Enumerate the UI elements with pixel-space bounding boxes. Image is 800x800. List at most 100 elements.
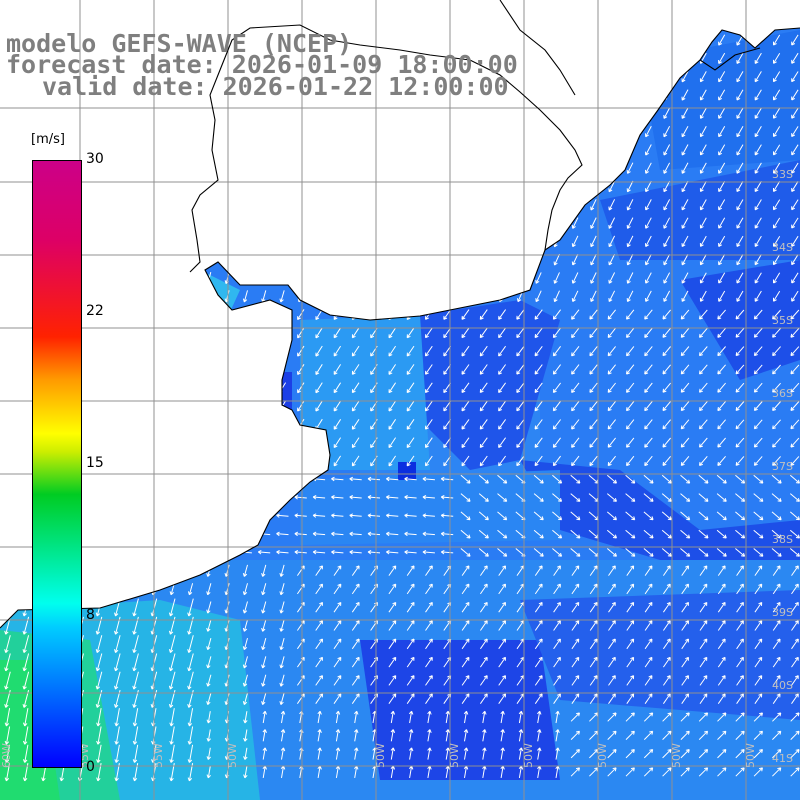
wind-arrow — [370, 162, 377, 175]
wind-arrow — [242, 143, 248, 156]
wind-arrow — [608, 290, 616, 303]
wind-arrow — [644, 601, 653, 613]
wind-arrow — [589, 327, 598, 338]
wind-arrow — [626, 693, 635, 704]
wind-arrow — [132, 455, 140, 467]
wind-arrow — [461, 455, 470, 467]
wind-arrow — [498, 437, 507, 448]
wind-arrow — [205, 345, 213, 357]
wind-arrow — [206, 107, 212, 120]
wind-arrow — [279, 143, 285, 156]
wind-arrow — [716, 511, 727, 521]
wind-arrow — [643, 712, 654, 722]
wind-arrow — [553, 638, 561, 650]
forecast-date: forecast date: 2026-01-09 18:00:00 — [6, 50, 518, 79]
wind-arrow — [645, 125, 652, 138]
wind-arrow — [517, 272, 524, 284]
wind-arrow — [661, 474, 672, 484]
wind-arrow — [1, 549, 15, 555]
wind-arrow — [753, 511, 764, 521]
wind-arrow — [407, 107, 414, 120]
wind-arrow — [736, 656, 744, 668]
wind-arrow — [626, 620, 635, 631]
wind-arrow — [772, 693, 781, 704]
wind-arrow — [462, 290, 469, 303]
wind-arrow — [206, 217, 212, 230]
wind-arrow — [260, 345, 268, 357]
wind-arrow — [276, 476, 289, 482]
wind-arrow — [187, 598, 194, 617]
wind-arrow — [23, 107, 28, 120]
wind-arrow — [717, 675, 726, 686]
wind-arrow — [498, 107, 505, 120]
wind-arrow — [662, 601, 671, 613]
wind-arrow — [772, 419, 781, 430]
wind-arrow — [662, 638, 671, 650]
wind-arrow — [351, 675, 360, 686]
wind-arrow — [552, 511, 563, 521]
wind-arrow — [518, 765, 524, 778]
wind-arrow — [440, 531, 454, 537]
wind-arrow — [717, 620, 726, 631]
wind-arrow — [699, 34, 707, 46]
wind-arrow — [753, 364, 763, 375]
wind-arrow — [571, 217, 579, 229]
wind-arrow — [407, 162, 414, 175]
wind-arrow — [626, 583, 635, 595]
wind-arrow — [129, 531, 143, 537]
wind-arrow — [791, 565, 799, 576]
wind-arrow — [408, 765, 414, 778]
wind-arrow — [294, 476, 307, 482]
wind-arrow — [736, 565, 744, 576]
wind-arrow — [22, 671, 30, 690]
wind-arrow — [498, 144, 505, 156]
wind-arrow — [571, 253, 579, 266]
wind-arrow — [480, 272, 487, 284]
wind-arrow — [735, 437, 745, 448]
wind-arrow — [534, 638, 543, 650]
wind-arrow — [517, 52, 524, 65]
wind-arrow — [242, 637, 248, 651]
wind-arrow — [169, 125, 175, 138]
wind-arrow — [114, 235, 120, 248]
wind-arrow — [445, 765, 450, 778]
wind-arrow — [571, 400, 580, 412]
wind-arrow — [517, 162, 524, 175]
wind-arrow — [753, 548, 764, 557]
wind-arrow — [535, 198, 542, 211]
wind-arrow — [22, 382, 30, 394]
wind-arrow — [461, 419, 470, 430]
wind-arrow — [608, 235, 616, 248]
wind-arrow — [114, 653, 121, 672]
wind-arrow — [443, 419, 452, 430]
wind-arrow — [4, 583, 11, 596]
wind-arrow — [662, 693, 671, 704]
wind-arrow — [187, 418, 195, 430]
wind-arrow — [661, 548, 672, 557]
wind-arrow — [479, 382, 488, 394]
wind-arrow — [242, 309, 250, 321]
wind-arrow — [114, 400, 122, 412]
wind-arrow — [169, 382, 177, 394]
wind-arrow — [114, 671, 121, 690]
wind-arrow — [663, 254, 671, 266]
wind-arrow — [589, 346, 598, 357]
wind-arrow — [790, 419, 800, 430]
wind-arrow — [607, 437, 616, 448]
wind-arrow — [388, 364, 397, 375]
wind-arrow — [278, 437, 287, 449]
wind-arrow — [589, 565, 598, 576]
wind-arrow — [608, 34, 616, 46]
wind-arrow — [736, 180, 744, 193]
wind-arrow — [518, 710, 524, 724]
wind-arrow — [260, 455, 268, 467]
wind-arrow — [717, 601, 726, 613]
wind-arrow — [590, 70, 597, 83]
wind-arrow — [4, 382, 12, 394]
wind-arrow — [663, 290, 671, 302]
wind-arrow — [790, 327, 800, 338]
wind-arrow — [626, 327, 635, 338]
wind-arrow — [645, 290, 652, 302]
wind-arrow — [790, 401, 800, 411]
wind-arrow — [643, 548, 654, 557]
